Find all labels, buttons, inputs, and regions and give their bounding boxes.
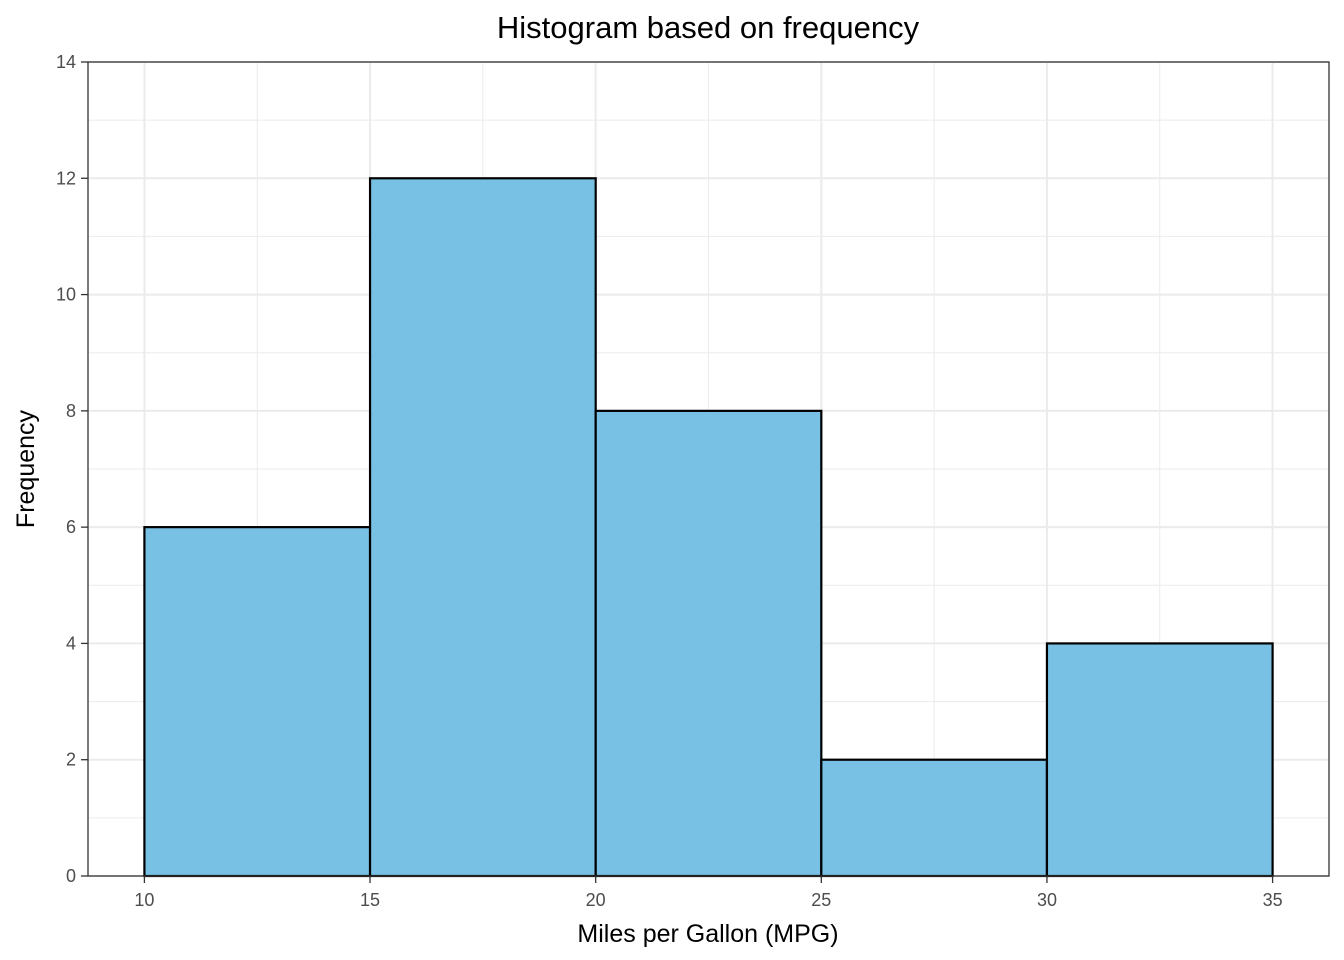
y-axis-label: Frequency xyxy=(12,409,40,528)
x-axis-label: Miles per Gallon (MPG) xyxy=(577,920,838,948)
axis-ticks xyxy=(81,61,1274,883)
y-tick-label: 12 xyxy=(56,168,76,188)
y-tick-label: 8 xyxy=(66,401,76,421)
x-tick-label: 35 xyxy=(1263,890,1283,910)
x-axis-tick-labels: 10 15 20 25 30 35 xyxy=(134,890,1282,910)
y-tick-label: 0 xyxy=(66,866,76,886)
histogram-bar-2 xyxy=(368,177,597,878)
x-tick-label: 10 xyxy=(134,890,154,910)
histogram-bar-4 xyxy=(820,758,1049,878)
plot-panel-border xyxy=(87,61,1330,877)
y-tick-label: 14 xyxy=(56,52,76,72)
x-tick-label: 20 xyxy=(586,890,606,910)
y-tick-label: 6 xyxy=(66,517,76,537)
chart-title: Histogram based on frequency xyxy=(497,10,920,45)
y-tick-label: 10 xyxy=(56,285,76,305)
histogram-bar-3 xyxy=(594,409,823,878)
y-axis-tick-labels: 0 2 4 6 8 10 12 14 xyxy=(56,52,76,886)
histogram-bar-5 xyxy=(1045,642,1274,878)
histogram-bars xyxy=(143,177,1274,878)
y-tick-label: 2 xyxy=(66,750,76,770)
x-tick-label: 25 xyxy=(811,890,831,910)
histogram-bar-1 xyxy=(143,526,372,878)
x-tick-label: 15 xyxy=(360,890,380,910)
x-tick-label: 30 xyxy=(1037,890,1057,910)
y-tick-label: 4 xyxy=(66,633,76,653)
